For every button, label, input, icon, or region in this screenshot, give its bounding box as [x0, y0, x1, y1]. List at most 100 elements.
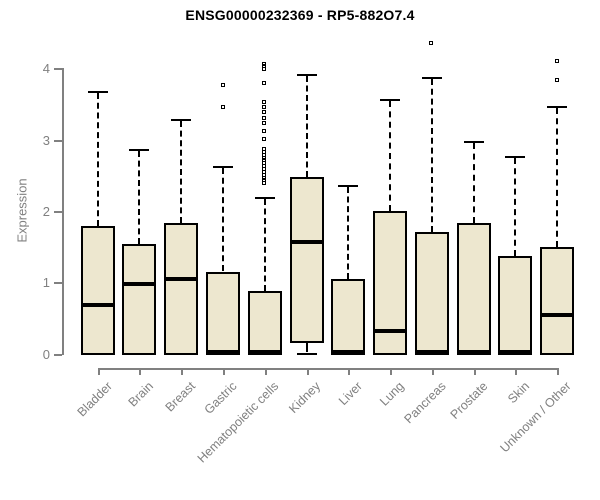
box	[414, 232, 449, 356]
box	[498, 255, 533, 356]
median-line	[289, 239, 324, 244]
x-tick	[515, 368, 518, 375]
x-tick	[306, 368, 309, 375]
box	[247, 291, 282, 356]
median-line	[164, 277, 199, 282]
upper-whisker-cap	[87, 90, 108, 93]
outlier-point	[262, 137, 267, 142]
outlier-point	[429, 40, 434, 45]
upper-whisker	[472, 142, 475, 224]
outlier-point	[262, 80, 267, 85]
median-line	[540, 312, 575, 317]
upper-whisker-cap	[254, 197, 275, 200]
outlier-point	[262, 62, 267, 67]
upper-whisker-cap	[296, 74, 317, 77]
box	[456, 223, 491, 356]
upper-whisker-cap	[129, 149, 150, 152]
lower-whisker-cap	[296, 352, 317, 355]
y-tick	[54, 210, 62, 213]
x-tick	[223, 368, 226, 375]
x-tick-label: Hematopoietic cells	[195, 379, 282, 466]
median-line	[414, 350, 449, 355]
y-tick-label: 3	[42, 132, 50, 148]
median-line	[206, 350, 241, 355]
upper-whisker	[556, 107, 559, 248]
upper-whisker	[263, 199, 266, 292]
lower-whisker	[305, 340, 308, 353]
box	[373, 210, 408, 356]
x-tick-label: Lung	[377, 379, 408, 409]
upper-whisker	[222, 167, 225, 272]
y-tick-label: 2	[42, 203, 50, 219]
upper-whisker	[430, 79, 433, 233]
upper-whisker	[514, 157, 517, 256]
outlier-point	[262, 121, 267, 126]
median-line	[456, 350, 491, 355]
outlier-point	[262, 147, 267, 152]
upper-whisker	[180, 121, 183, 224]
y-tick	[54, 353, 62, 356]
box	[122, 243, 157, 356]
box	[331, 278, 366, 356]
outlier-point	[262, 128, 267, 133]
upper-whisker-cap	[338, 184, 359, 187]
x-tick	[473, 368, 476, 375]
outlier-point	[220, 105, 225, 109]
chart-title: ENSG00000232369 - RP5-882O7.4	[185, 7, 415, 23]
y-axis-line	[62, 68, 64, 356]
upper-whisker	[347, 186, 350, 279]
box	[540, 247, 575, 356]
box	[206, 271, 241, 356]
outlier-point	[262, 115, 267, 120]
outlier-point	[262, 110, 267, 114]
box	[80, 225, 115, 356]
upper-whisker-cap	[380, 99, 401, 102]
median-line	[80, 303, 115, 308]
outlier-point	[262, 100, 267, 105]
x-tick-label: Bladder	[74, 379, 115, 420]
x-tick	[390, 368, 393, 375]
y-tick	[54, 68, 62, 71]
median-line	[373, 329, 408, 334]
x-tick	[139, 368, 142, 375]
outlier-point	[554, 59, 559, 64]
upper-whisker-cap	[421, 77, 442, 80]
x-tick-label: Breast	[162, 379, 199, 415]
upper-whisker-cap	[171, 119, 192, 122]
x-tick-label: Kidney	[286, 379, 324, 416]
upper-whisker	[305, 76, 308, 177]
x-tick	[97, 368, 100, 375]
x-tick-label: Gastric	[202, 379, 240, 417]
x-tick	[348, 368, 351, 375]
upper-whisker-cap	[547, 105, 568, 108]
x-tick	[431, 368, 434, 375]
x-tick-label: Brain	[125, 379, 157, 410]
upper-whisker-cap	[213, 165, 234, 168]
x-axis-line	[97, 368, 560, 370]
upper-whisker	[138, 151, 141, 244]
box	[164, 223, 199, 356]
x-tick-label: Skin	[505, 379, 533, 407]
y-tick	[54, 282, 62, 285]
upper-whisker-cap	[505, 155, 526, 158]
outlier-point	[554, 77, 559, 82]
upper-whisker	[96, 92, 99, 226]
x-tick	[181, 368, 184, 375]
median-line	[331, 350, 366, 355]
x-tick-label: Prostate	[447, 379, 491, 422]
x-tick	[557, 368, 560, 375]
y-tick-label: 4	[42, 61, 50, 77]
y-tick-label: 1	[42, 275, 50, 291]
upper-whisker-cap	[463, 140, 484, 143]
outlier-point	[220, 82, 225, 87]
outlier-point	[262, 64, 267, 69]
median-line	[498, 350, 533, 355]
x-tick-label: Pancreas	[401, 379, 449, 427]
y-tick	[54, 139, 62, 142]
x-tick-label: Liver	[336, 379, 366, 409]
median-line	[247, 350, 282, 355]
outlier-point	[262, 105, 267, 109]
box	[289, 176, 324, 343]
median-line	[122, 281, 157, 286]
